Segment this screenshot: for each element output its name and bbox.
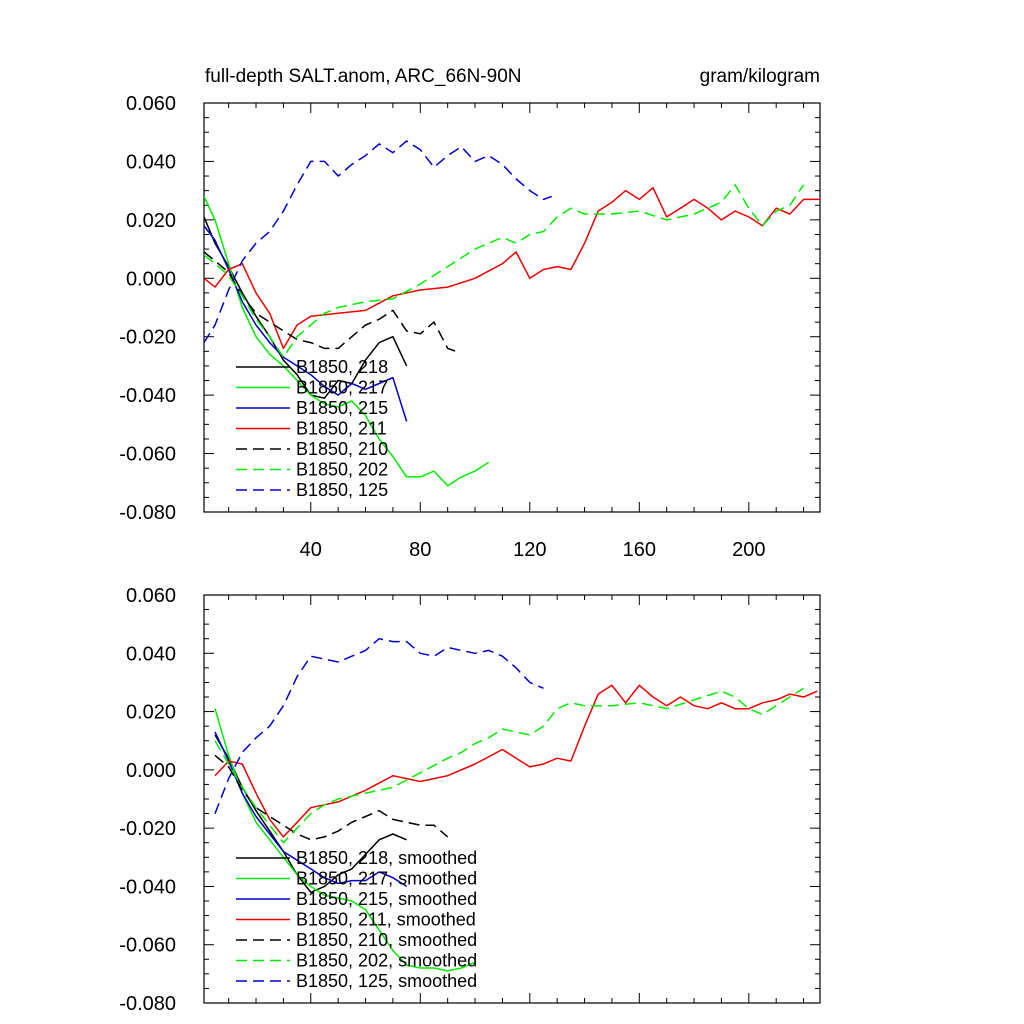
y-tick-label: -0.060 [119, 444, 176, 466]
y-tick-label: -0.040 [119, 876, 176, 898]
series-line [204, 196, 490, 487]
legend-label: B1850, 215 [296, 398, 388, 418]
legend-label: B1850, 125 [296, 480, 388, 500]
y-tick-label: 0.040 [126, 643, 176, 665]
legend-label: B1850, 211 [296, 419, 387, 439]
y-tick-label: 0.020 [126, 210, 176, 232]
legend-label: B1850, 217 [296, 378, 388, 398]
y-tick-label: -0.020 [119, 327, 176, 349]
y-tick-label: -0.060 [119, 935, 176, 957]
series-line [204, 186, 820, 350]
x-tick-label: 200 [732, 539, 765, 561]
series-line [214, 687, 805, 844]
series-line [204, 140, 552, 343]
series-line [204, 216, 408, 399]
title-left: full-depth SALT.anom, ARC_66N-90N [205, 66, 521, 87]
y-tick-label: -0.080 [119, 993, 176, 1015]
legend-label: B1850, 125, smoothed [296, 971, 477, 991]
y-tick-label: 0.000 [126, 760, 176, 782]
panel-top: -0.080 -0.060 -0.040 -0.020 0.000 0.020 0.040 0… [119, 93, 821, 561]
series-line [214, 731, 408, 888]
series-line [214, 708, 476, 972]
legend-label: B1850, 218, smoothed [296, 848, 477, 868]
series-line [204, 184, 805, 358]
y-tick-label: 0.060 [126, 585, 176, 607]
x-tick-label: 120 [513, 539, 546, 561]
legend-label: B1850, 211, smoothed [296, 910, 476, 930]
series-line [214, 684, 818, 838]
series-line [214, 754, 449, 841]
y-tick-label: 0.020 [126, 702, 176, 724]
panel-bottom: -0.080 -0.060 -0.040 -0.020 0.000 0.020 0.040 0… [119, 585, 821, 1015]
y-tick-label: -0.040 [119, 385, 176, 407]
y-tick-label: 0.000 [126, 268, 176, 290]
legend-label: B1850, 210 [296, 439, 388, 459]
legend-label: B1850, 202, smoothed [296, 951, 477, 971]
y-tick-label: 0.060 [126, 93, 176, 115]
title-right: gram/kilogram [700, 66, 820, 87]
series-line [214, 637, 544, 814]
legend-label: B1850, 218 [296, 357, 388, 377]
series-line [204, 251, 457, 353]
x-tick-label: 80 [409, 539, 431, 561]
legend-label: B1850, 215, smoothed [296, 889, 477, 909]
x-tick-label: 160 [623, 539, 656, 561]
legend-label: B1850, 202 [296, 460, 388, 480]
legend-label: B1850, 217, smoothed [296, 869, 477, 889]
y-tick-label: 0.040 [126, 151, 176, 173]
y-tick-label: -0.020 [119, 818, 176, 840]
y-tick-label: -0.080 [119, 502, 176, 524]
legend-label: B1850, 210, smoothed [296, 930, 477, 950]
x-tick-label: 40 [300, 539, 322, 561]
